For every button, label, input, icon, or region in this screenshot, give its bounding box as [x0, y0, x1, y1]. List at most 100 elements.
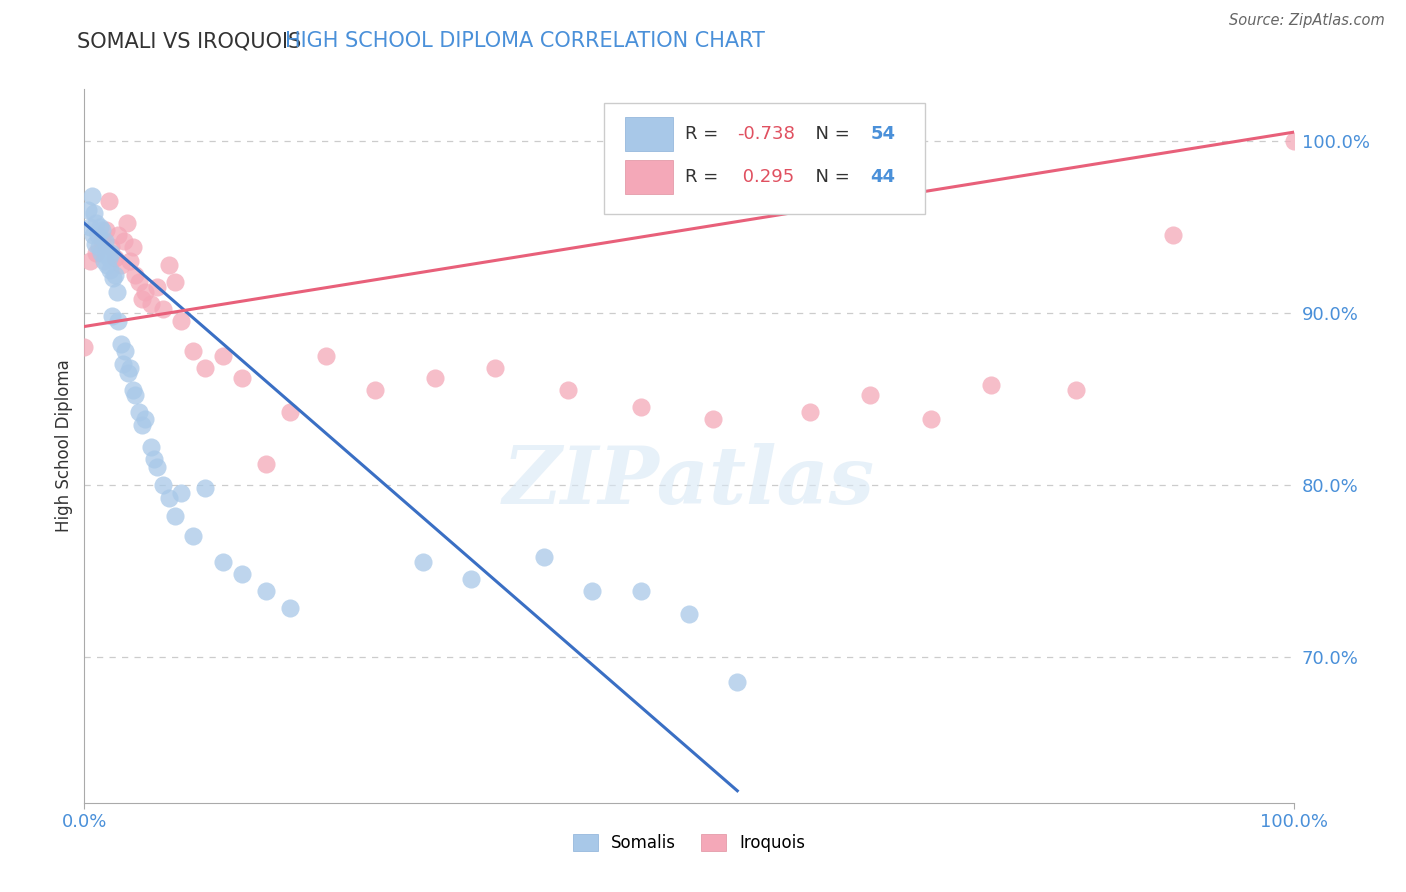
Point — [581, 584, 603, 599]
Y-axis label: High School Diploma: High School Diploma — [55, 359, 73, 533]
Point — [87, 240, 110, 254]
Legend: Somalis, Iroquois: Somalis, Iroquois — [567, 827, 811, 859]
Point — [181, 529, 204, 543]
Point — [91, 234, 114, 248]
FancyBboxPatch shape — [624, 160, 673, 194]
Point — [557, 383, 579, 397]
Point — [120, 254, 142, 268]
Point — [920, 412, 942, 426]
Text: HIGH SCHOOL DIPLOMA CORRELATION CHART: HIGH SCHOOL DIPLOMA CORRELATION CHART — [285, 31, 765, 51]
Point — [86, 216, 108, 230]
Point — [94, 234, 117, 248]
Point — [107, 228, 129, 243]
Point — [83, 206, 105, 220]
Point — [79, 219, 101, 234]
Point — [412, 555, 434, 569]
Point — [91, 223, 114, 237]
Text: R =: R = — [685, 125, 724, 143]
Text: SOMALI VS IROQUOIS: SOMALI VS IROQUOIS — [77, 31, 308, 51]
Point — [152, 477, 174, 491]
Point — [630, 584, 652, 599]
Point — [157, 491, 180, 506]
Point — [79, 254, 101, 268]
Text: N =: N = — [804, 125, 855, 143]
Point — [100, 240, 122, 254]
Point — [89, 219, 111, 234]
Point — [101, 309, 124, 323]
Point — [128, 405, 150, 419]
Point — [128, 275, 150, 289]
Point — [194, 360, 217, 375]
Point — [97, 194, 120, 208]
Point — [212, 555, 235, 569]
Point — [73, 340, 96, 354]
Point — [121, 383, 143, 397]
Point — [97, 251, 120, 265]
Text: ZIPatlas: ZIPatlas — [503, 443, 875, 520]
Point — [165, 275, 187, 289]
Point — [82, 228, 104, 243]
Point — [146, 460, 169, 475]
Point — [110, 258, 132, 272]
Point — [170, 486, 193, 500]
Point — [143, 451, 166, 466]
Point — [84, 236, 107, 251]
Point — [96, 258, 118, 272]
Point — [139, 297, 162, 311]
Point — [630, 401, 652, 415]
Point — [152, 302, 174, 317]
Text: 44: 44 — [870, 168, 896, 186]
Point — [115, 216, 138, 230]
Point — [678, 607, 700, 621]
Text: -0.738: -0.738 — [737, 125, 796, 143]
Point — [134, 412, 156, 426]
Point — [112, 357, 135, 371]
Point — [460, 572, 482, 586]
Point — [86, 228, 108, 243]
Point — [110, 336, 132, 351]
Point — [278, 405, 301, 419]
Point — [80, 189, 103, 203]
Point — [1064, 383, 1087, 397]
Point — [104, 268, 127, 282]
Point — [725, 675, 748, 690]
Point — [363, 383, 385, 397]
Point — [120, 360, 142, 375]
Point — [165, 508, 187, 523]
Point — [117, 366, 139, 380]
Text: N =: N = — [804, 168, 855, 186]
Point — [1282, 134, 1305, 148]
Point — [77, 202, 100, 217]
Point — [100, 245, 122, 260]
Point — [90, 245, 112, 260]
Point — [104, 251, 127, 265]
Point — [131, 417, 153, 432]
Point — [212, 349, 235, 363]
Point — [859, 388, 882, 402]
Text: 0.295: 0.295 — [737, 168, 794, 186]
Point — [980, 378, 1002, 392]
Point — [170, 314, 193, 328]
Point — [124, 388, 146, 402]
Point — [103, 271, 125, 285]
Text: Source: ZipAtlas.com: Source: ZipAtlas.com — [1229, 13, 1385, 29]
Point — [533, 549, 555, 564]
Point — [114, 343, 136, 358]
Point — [702, 412, 724, 426]
FancyBboxPatch shape — [624, 117, 673, 152]
Text: R =: R = — [685, 168, 724, 186]
Point — [278, 601, 301, 615]
Point — [231, 371, 253, 385]
Point — [799, 405, 821, 419]
Point — [139, 440, 162, 454]
Text: 54: 54 — [870, 125, 896, 143]
Point — [112, 234, 135, 248]
Point — [86, 245, 108, 260]
Point — [121, 240, 143, 254]
Point — [484, 360, 506, 375]
Point — [98, 262, 121, 277]
Point — [231, 567, 253, 582]
Point — [254, 457, 277, 471]
Point — [157, 258, 180, 272]
Point — [94, 223, 117, 237]
